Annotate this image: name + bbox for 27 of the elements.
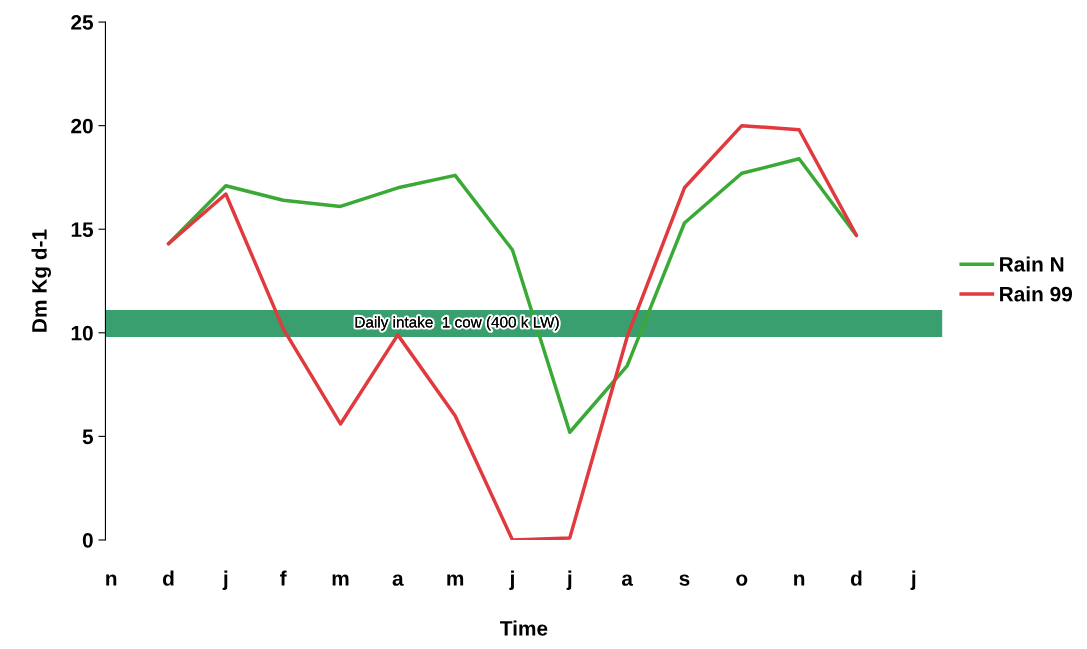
x-tick-label: d [850, 570, 862, 586]
x-tick-label: a [392, 574, 404, 586]
y-tick-label: 15 [71, 222, 94, 237]
x-tick-label: j [222, 570, 228, 590]
line-series [166, 123, 859, 540]
x-tick-label: j [910, 570, 916, 590]
x-tick-label: n [106, 574, 117, 586]
band-label: Daily intake 1 cow (400 k LW) [355, 316, 559, 331]
x-tick-label: s [679, 574, 690, 586]
y-tick-label: 5 [82, 429, 94, 445]
x-tick-label: m [447, 574, 464, 586]
y-tick-label: 0 [82, 532, 93, 548]
x-tick-label: a [621, 574, 634, 586]
x-tick-label: j [509, 570, 514, 590]
legend-label: Rain N [1000, 256, 1064, 272]
y-tick-label: 20 [71, 118, 93, 134]
x-tick-label: f [280, 570, 287, 586]
x-tick-label: d [162, 570, 174, 586]
x-axis-title: Time [500, 620, 548, 636]
y-axis-title: Dm Kg d-1 [31, 229, 52, 332]
x-tick-label: j [566, 570, 572, 590]
y-tick-label: 25 [71, 15, 94, 30]
x-tick-label: o [736, 574, 748, 586]
x-tick-label: n [794, 574, 805, 586]
legend-label: Rain 99 [1000, 286, 1073, 302]
y-tick-label: 10 [71, 325, 93, 341]
x-tick-label: m [332, 574, 349, 586]
